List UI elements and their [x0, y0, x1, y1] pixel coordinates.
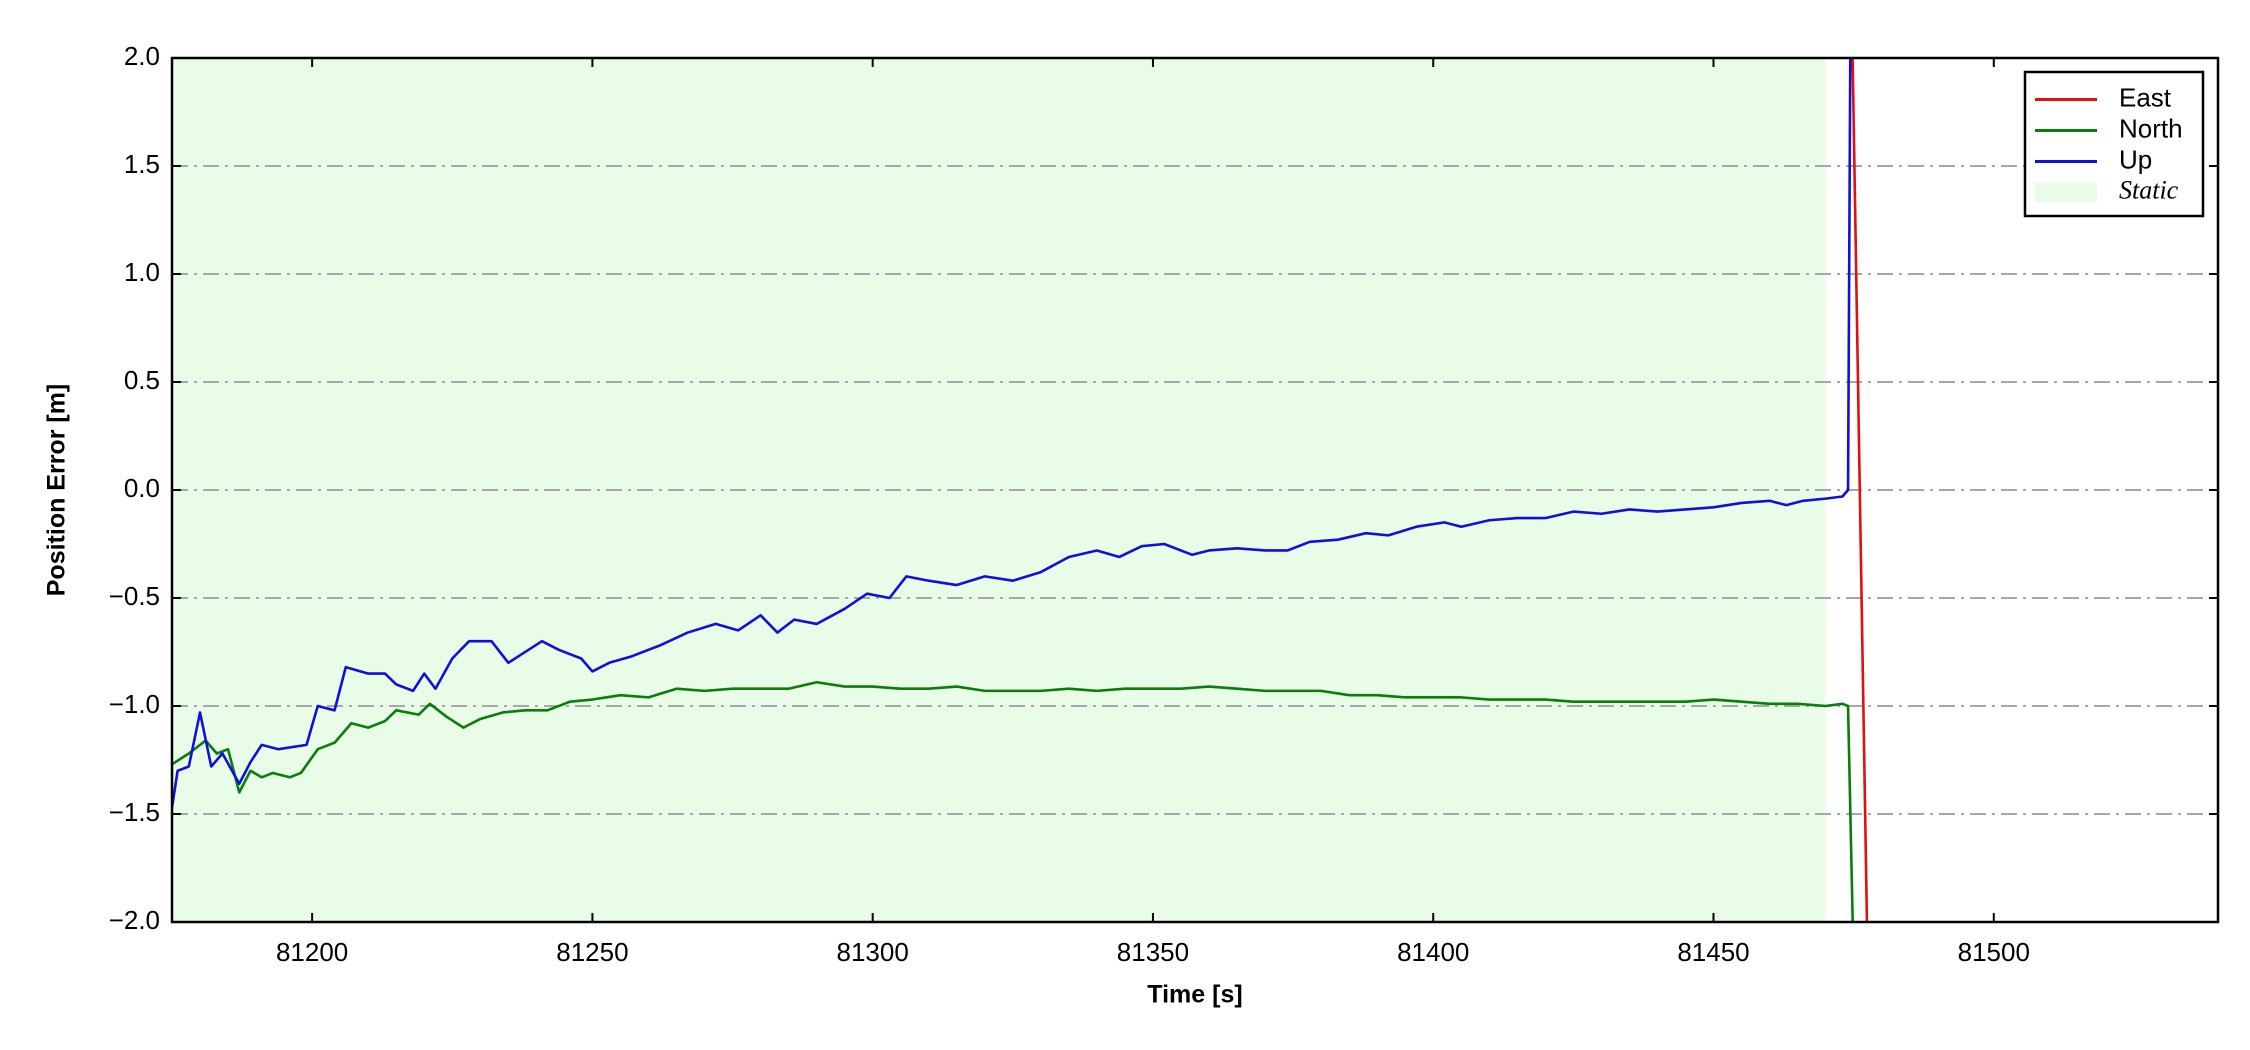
- x-tick-label: 81450: [1677, 937, 1749, 967]
- foreground-layer: −2.0 −1.5 −1.0 −0.5 0.0 0.5 1.0 1.5 2.0 81200 8125…: [109, 41, 2220, 967]
- series-line: [172, 58, 1852, 808]
- x-tick-label: 81400: [1397, 937, 1469, 967]
- y-tick-label: 1.5: [124, 149, 160, 179]
- legend-label: East: [2119, 82, 2172, 112]
- legend-swatch: [2035, 182, 2097, 203]
- legend-label: Static: [2119, 175, 2179, 204]
- legend-label: Up: [2119, 144, 2152, 174]
- y-tick-label: 1.0: [124, 257, 160, 287]
- background-layer: [172, 58, 2218, 922]
- lines-layer: [172, 58, 1869, 922]
- y-tick-label: −2.0: [109, 905, 160, 935]
- series-line: [172, 680, 1855, 922]
- series-line: [1851, 58, 1869, 922]
- y-tick-label: −1.5: [109, 797, 160, 827]
- x-tick-label: 81200: [276, 937, 348, 967]
- y-tick-label: 0.5: [124, 365, 160, 395]
- y-tick-label: 2.0: [124, 41, 160, 71]
- y-tick-label: −0.5: [109, 581, 160, 611]
- x-tick-label: 81350: [1117, 937, 1189, 967]
- plot-frame: [170, 56, 2220, 924]
- y-axis-label: Position Error [m]: [43, 384, 71, 597]
- legend-label: North: [2119, 113, 2183, 143]
- x-axis-label: Time [s]: [1147, 981, 1242, 1009]
- y-tick-label: −1.0: [109, 689, 160, 719]
- x-tick-label: 81500: [1958, 937, 2030, 967]
- y-tick-label: 0.0: [124, 473, 160, 503]
- x-tick-label: 81250: [556, 937, 628, 967]
- x-tick-label: 81300: [837, 937, 909, 967]
